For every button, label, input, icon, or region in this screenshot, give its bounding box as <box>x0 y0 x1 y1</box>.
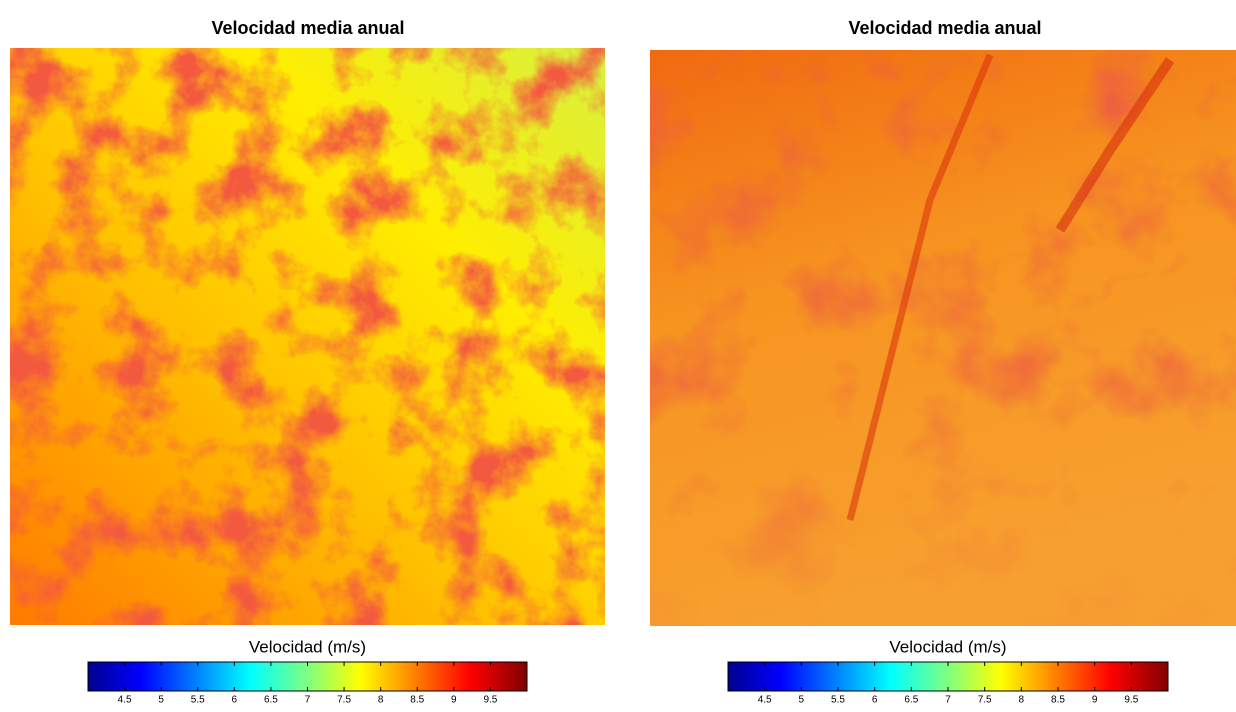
map-title: Velocidad media anual <box>848 18 1041 38</box>
map-right <box>650 50 1236 626</box>
colorbar-tick-label: 5.5 <box>831 695 845 706</box>
colorbar-tick-label: 5 <box>799 695 805 706</box>
colorbar-tick-label: 6.5 <box>264 695 278 706</box>
colorbar-tick-label: 5.5 <box>191 695 205 706</box>
map-title: Velocidad media anual <box>211 18 404 38</box>
colorbar-tick-label: 8.5 <box>1051 695 1065 706</box>
colorbar-label: Velocidad (m/s) <box>889 637 1006 656</box>
colorbar-tick-label: 9.5 <box>1124 695 1138 706</box>
colorbar-tick-label: 7.5 <box>337 695 351 706</box>
colorbar-tick-label: 6 <box>872 695 878 706</box>
colorbar-tick-label: 7 <box>305 695 311 706</box>
colorbar-tick-label: 8 <box>378 695 384 706</box>
colorbar-tick-label: 4.5 <box>118 695 132 706</box>
colorbar-tick-label: 9 <box>1092 695 1098 706</box>
colorbar-tick-label: 8.5 <box>410 695 424 706</box>
colorbar-tick-label: 4.5 <box>758 695 772 706</box>
colorbar-tick-label: 9 <box>451 695 457 706</box>
colorbar-tick-label: 7.5 <box>978 695 992 706</box>
colorbar-tick-label: 7 <box>945 695 951 706</box>
colorbar-label: Velocidad (m/s) <box>249 637 366 656</box>
colorbar <box>87 661 528 692</box>
colorbar <box>727 661 1169 692</box>
colorbar-tick-label: 6.5 <box>904 695 918 706</box>
colorbar-tick-label: 8 <box>1019 695 1025 706</box>
colorbar-tick-label: 6 <box>232 695 238 706</box>
colorbar-tick-label: 9.5 <box>483 695 497 706</box>
colorbar-tick-label: 5 <box>158 695 164 706</box>
map-left <box>10 48 605 625</box>
